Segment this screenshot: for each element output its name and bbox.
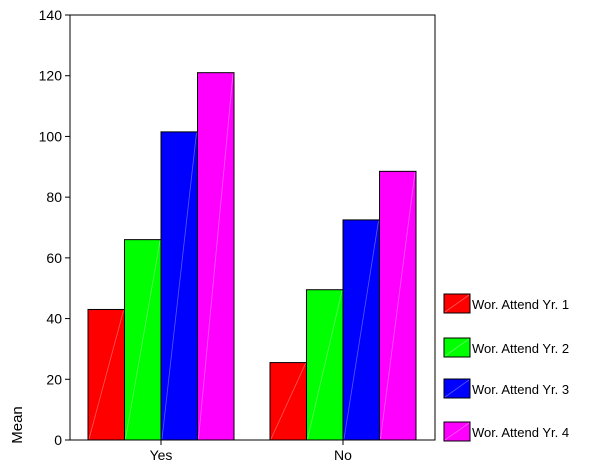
legend-swatch-highlight (444, 422, 470, 441)
y-tick-label: 20 (46, 371, 62, 387)
legend-swatch (443, 421, 471, 442)
y-tick-label: 100 (39, 128, 63, 144)
y-tick-label: 140 (39, 7, 63, 23)
x-tick-label-yes: Yes (150, 447, 173, 463)
legend-swatch (443, 293, 471, 314)
bar-highlight (380, 172, 416, 440)
legend-label: Wor. Attend Yr. 1 (472, 297, 569, 312)
legend-label: Wor. Attend Yr. 2 (472, 341, 569, 356)
bar-highlight (161, 132, 197, 440)
bar-highlight (125, 240, 161, 440)
legend: Wor. Attend Yr. 1 Wor. Attend Yr. 2 Wor. A… (443, 293, 569, 442)
x-tick-label-no: No (334, 447, 352, 463)
bar-highlight (198, 73, 234, 440)
legend-item-2: Wor. Attend Yr. 2 (443, 337, 569, 358)
y-axis: 0 20 40 60 80 100 120 140 (39, 7, 70, 448)
y-tick-label: 120 (39, 68, 63, 84)
bar-highlight (270, 363, 306, 440)
bar-4-no (379, 170, 417, 441)
x-axis: Yes No (150, 440, 352, 463)
bar-4-yes (197, 72, 235, 441)
legend-item-1: Wor. Attend Yr. 1 (443, 293, 569, 314)
legend-label: Wor. Attend Yr. 3 (472, 382, 569, 397)
legend-item-3: Wor. Attend Yr. 3 (443, 378, 569, 399)
y-tick-label: 0 (54, 432, 62, 448)
bar-3-no (342, 219, 380, 441)
y-axis-label: Mean (9, 406, 26, 444)
legend-item-4: Wor. Attend Yr. 4 (443, 421, 569, 442)
bar-highlight (343, 220, 379, 440)
plot-frame (69, 14, 436, 441)
legend-label: Wor. Attend Yr. 4 (472, 425, 569, 440)
y-tick-label: 80 (46, 189, 62, 205)
legend-swatch-highlight (444, 338, 470, 357)
legend-swatch (443, 378, 471, 399)
bar-highlight (307, 290, 343, 440)
y-tick-label: 60 (46, 250, 62, 266)
legend-swatch-highlight (444, 379, 470, 398)
legend-swatch (443, 337, 471, 358)
y-tick-label: 40 (46, 311, 62, 327)
bar-1-yes (87, 308, 125, 441)
legend-swatch-highlight (444, 294, 470, 313)
bar-series-group (87, 72, 417, 441)
bar-highlight (88, 310, 124, 440)
